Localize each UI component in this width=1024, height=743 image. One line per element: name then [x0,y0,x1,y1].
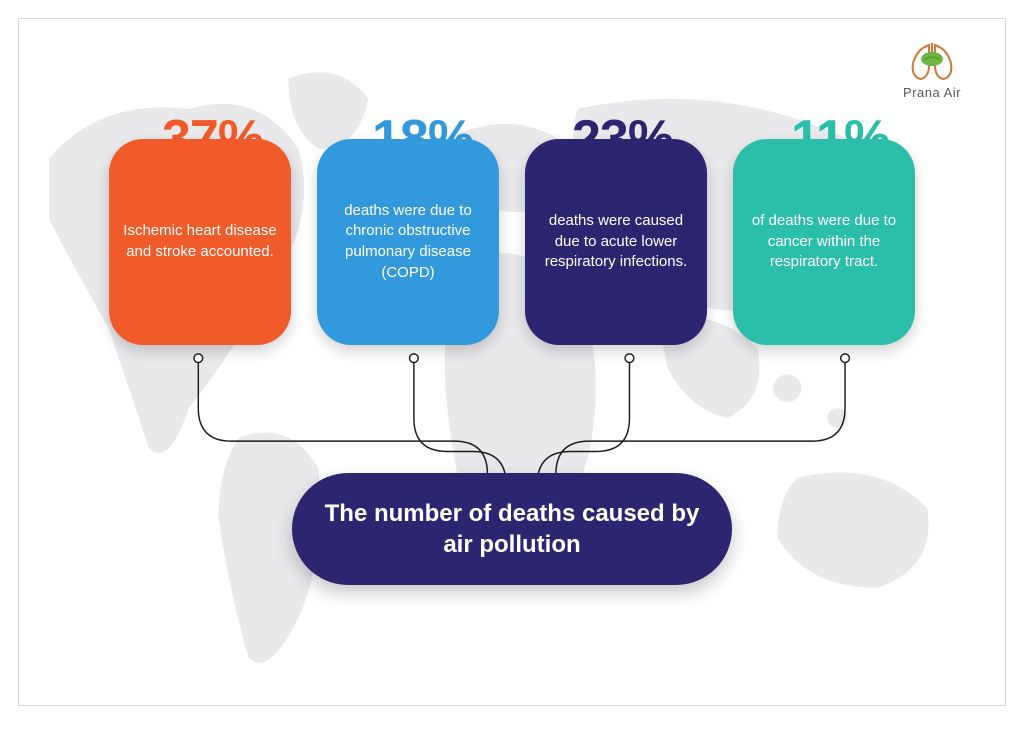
brand-logo: Prana Air [887,41,977,100]
stat-card-text: deaths were due to chronic obstructive p… [331,201,485,284]
brand-name: Prana Air [887,85,977,100]
infographic-frame: Prana Air 37% 18% 23% 11% Ischemic heart… [18,18,1006,706]
stat-card-text: Ischemic heart disease and stroke accoun… [123,221,277,262]
stat-card-text: deaths were caused due to acute lower re… [539,211,693,273]
stat-cards-row: Ischemic heart disease and stroke accoun… [109,139,915,345]
stat-card-text: of deaths were due to cancer within the … [747,211,901,273]
lungs-icon [905,41,959,83]
stat-card-ischemic: Ischemic heart disease and stroke accoun… [109,139,291,345]
hub-title: The number of deaths caused by air pollu… [322,498,702,560]
stat-card-copd: deaths were due to chronic obstructive p… [317,139,499,345]
stat-card-respiratory: deaths were caused due to acute lower re… [525,139,707,345]
stat-card-cancer: of deaths were due to cancer within the … [733,139,915,345]
central-hub: The number of deaths caused by air pollu… [292,473,732,585]
